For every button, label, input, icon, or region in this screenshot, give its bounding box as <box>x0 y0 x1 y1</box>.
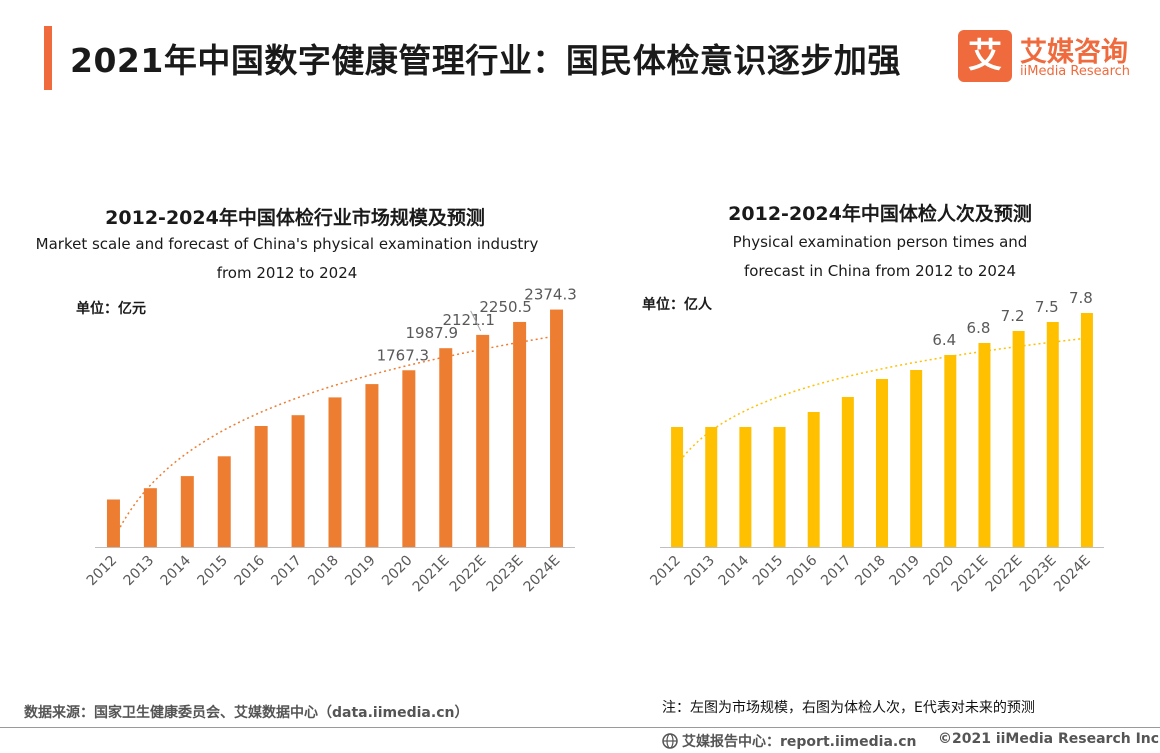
right-tick-label: 2015 <box>750 553 787 590</box>
left-bar-2015 <box>217 456 231 547</box>
left-bar-2018 <box>328 397 342 547</box>
left-bar-2023E <box>513 321 527 547</box>
footer-source: 数据来源：国家卫生健康委员会、艾媒数据中心（data.iimedia.cn） <box>24 705 469 721</box>
logo-cn-text: 艾媒咨询 <box>1020 37 1128 68</box>
left-bar-2024E <box>550 309 564 547</box>
right-bar-2016 <box>807 412 820 547</box>
left-bar-2014 <box>180 476 194 547</box>
right-data-label: 7.8 <box>1069 289 1093 307</box>
left-data-label: 1767.3 <box>377 346 430 364</box>
right-bar-2019 <box>910 370 923 547</box>
left-bar-2013 <box>143 488 157 547</box>
right-chart-unit: 单位：亿人 <box>642 297 712 313</box>
footer-report[interactable]: 艾媒报告中心：report.iimedia.cn <box>662 731 917 751</box>
left-chart-subtitle-line1: Market scale and forecast of China's phy… <box>35 235 539 253</box>
right-tick-label: 2019 <box>886 553 923 590</box>
left-tick-label: 2015 <box>195 553 232 590</box>
right-bar-2017 <box>841 397 854 547</box>
footer-divider <box>0 727 1160 728</box>
right-bar-2013 <box>705 427 718 547</box>
right-chart-subtitle: Physical examination person times and fo… <box>660 228 1100 286</box>
right-tick-label: 2017 <box>818 553 855 590</box>
right-data-label: 6.4 <box>932 331 956 349</box>
right-chart-title: 2012-2024年中国体检人次及预测 <box>728 203 1032 225</box>
footer-copyright: ©2021 iiMedia Research Inc <box>938 731 1160 747</box>
right-tick-label: 2014 <box>716 552 753 589</box>
left-bar-2020 <box>402 370 416 547</box>
right-tick-label: 2021E <box>949 553 992 596</box>
left-tick-label: 2012 <box>84 553 121 590</box>
left-bar-2022E <box>476 334 490 547</box>
right-tick-label: 2024E <box>1051 553 1094 596</box>
right-data-label: 7.5 <box>1035 298 1059 316</box>
right-bar-2015 <box>773 427 786 547</box>
left-chart-title: 2012-2024年中国体检行业市场规模及预测 <box>105 207 485 229</box>
logo-mark: 艾 <box>958 30 1012 82</box>
right-bar-2014 <box>739 427 752 547</box>
left-chart-subtitle: Market scale and forecast of China's phy… <box>20 230 554 288</box>
right-bar-2022E <box>1012 331 1025 547</box>
right-data-label: 7.2 <box>1001 307 1025 325</box>
left-tick-label: 2022E <box>447 553 490 596</box>
left-bar-2016 <box>254 426 268 547</box>
footer-report-text: 艾媒报告中心：report.iimedia.cn <box>682 734 917 750</box>
right-tick-label: 2018 <box>852 553 889 590</box>
left-tick-label: 2024E <box>521 553 564 596</box>
left-bar-2017 <box>291 415 305 547</box>
iimedia-logo: 艾 艾媒咨询 iiMedia Research <box>958 30 1148 90</box>
globe-icon <box>662 733 678 749</box>
right-bar-2020 <box>944 355 957 547</box>
left-bar-2019 <box>365 384 379 547</box>
right-tick-label: 2022E <box>983 553 1026 596</box>
right-data-label: 6.8 <box>967 319 991 337</box>
title-accent-bar <box>44 26 52 90</box>
right-tick-label: 2016 <box>784 552 821 589</box>
right-trendline <box>676 337 1087 466</box>
right-bar-2012 <box>671 427 684 547</box>
left-data-label: 2121.1 <box>442 311 495 329</box>
left-trendline <box>112 335 557 541</box>
left-chart-unit: 单位：亿元 <box>76 301 146 317</box>
right-tick-label: 2012 <box>647 553 684 590</box>
right-tick-label: 2023E <box>1017 553 1060 596</box>
logo-en-text: iiMedia Research <box>1020 64 1131 79</box>
left-label-leader-line <box>470 310 482 332</box>
left-tick-label: 2016 <box>231 552 268 589</box>
left-chart-subtitle-line2: from 2012 to 2024 <box>216 264 358 282</box>
left-tick-label: 2017 <box>268 553 305 590</box>
right-bar-2018 <box>876 379 888 547</box>
page-title: 2021年中国数字健康管理行业：国民体检意识逐步加强 <box>70 41 901 80</box>
right-tick-label: 2013 <box>682 553 719 590</box>
left-tick-label: 2021E <box>410 553 453 596</box>
right-bar-2021E <box>978 343 991 547</box>
left-tick-label: 2018 <box>305 553 342 590</box>
left-tick-label: 2023E <box>484 553 527 596</box>
left-data-label: 2374.3 <box>524 286 577 304</box>
left-tick-label: 2013 <box>121 553 158 590</box>
right-chart-subtitle-line1: Physical examination person times and <box>732 233 1028 251</box>
right-chart-subtitle-line2: forecast in China from 2012 to 2024 <box>743 262 1017 280</box>
right-bar-2024E <box>1080 313 1093 547</box>
left-tick-label: 2019 <box>342 553 379 590</box>
left-data-label: 1987.9 <box>406 324 459 342</box>
left-data-label: 2250.5 <box>479 298 532 316</box>
left-bar-2021E <box>439 348 453 547</box>
left-tick-label: 2014 <box>158 552 195 589</box>
footer-note: 注：左图为市场规模，右图为体检人次，E代表对未来的预测 <box>662 700 1035 716</box>
right-bar-2023E <box>1046 322 1059 547</box>
